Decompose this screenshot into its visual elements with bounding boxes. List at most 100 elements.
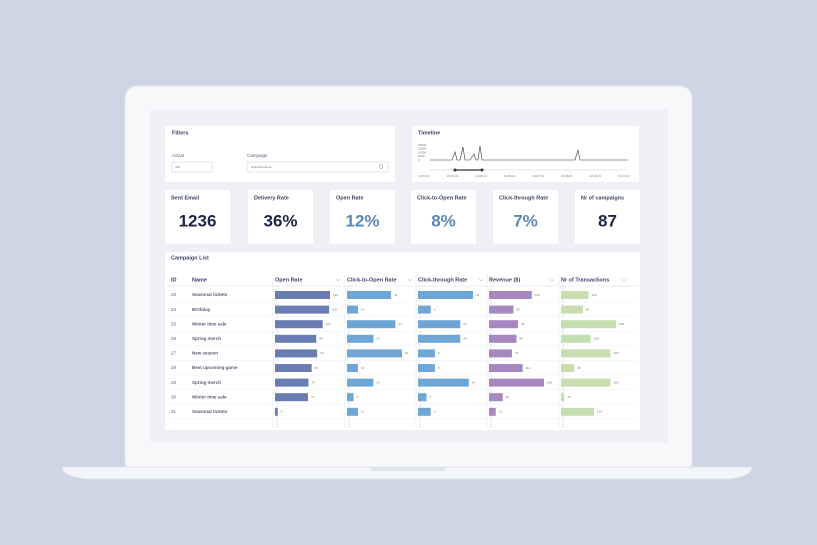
bar [489,393,503,402]
bar-label: 75 [515,351,519,355]
cell-id: 23 [171,292,177,297]
bar-label: 50 [405,351,409,355]
cell-name: Spring merch [192,380,221,385]
timeline-y-label: 15000 [418,147,427,151]
sort-icon[interactable] [407,278,413,282]
bar [347,305,358,314]
bar-label: 80 [516,307,520,311]
active-select[interactable] [171,161,213,173]
bar [275,320,323,329]
cell-id: 25 [171,321,177,326]
cell-id: 23 [171,380,177,385]
bar-label: 120 [597,410,602,414]
range-handle[interactable] [480,168,484,172]
campaign-placeholder: Highlight Name [251,165,272,169]
kpi-value: 36% [263,211,297,230]
bar-label: 80 [315,366,319,370]
kpi-card [575,190,640,244]
bar-label: 90 [319,337,323,341]
bar [489,349,512,358]
bar [347,407,358,416]
bar-label: 180 [547,380,552,384]
timeline-title: Timeline [418,130,440,136]
bar-label: 12 [567,395,571,399]
cell-name: Winter time sale [192,321,227,326]
kpi-value: 1236 [179,211,217,230]
bar-label: 8 [438,366,440,370]
bar [275,393,308,402]
column-header: Click-to-Open Rate [347,277,397,283]
filters-card [165,126,395,182]
campaign-input[interactable] [246,161,389,173]
timeline-y-label: 20000 [418,143,427,147]
timeline-x-label: 10.09.21 [590,174,602,178]
sort-icon[interactable] [549,278,555,282]
kpi-card [165,190,230,244]
bar [418,378,469,387]
kpi-label: Delivery Rate [254,195,289,201]
cell-id: 31 [171,409,177,414]
bar-label: 104 [326,322,331,326]
cell-name: Birthday [192,307,211,312]
cell-name: Winter time sale [192,394,227,399]
bar [489,334,517,343]
kpi-card [411,190,476,244]
bar [489,407,496,416]
bar-label: 180 [614,351,619,355]
timeline-x-label: 04.10.21 [618,174,630,178]
kpi-value: 87 [598,211,617,230]
bar [418,334,461,343]
range-handle[interactable] [453,168,457,172]
bar [418,407,431,416]
column-header: Click-through Rate [418,277,467,283]
bar-label: 10 [361,410,365,414]
cell-id: 30 [171,394,177,399]
bar [418,393,427,402]
bar [347,364,358,372]
bar-label: 10 [361,307,365,311]
timeline-x-label: 10.08.21 [561,174,573,178]
sort-icon[interactable] [478,278,484,282]
bar-label: 72 [311,395,315,399]
bar [561,305,583,314]
bar [489,291,532,299]
bar [561,378,611,387]
bar-label: 26 [476,293,480,297]
bar-label: 118 [332,307,337,311]
sort-icon[interactable] [621,278,627,282]
column-header: ID [171,277,177,283]
search-icon [378,164,384,169]
sort-icon[interactable] [335,278,341,282]
bar [418,349,435,358]
timeline-card [412,126,639,182]
bar [347,378,374,387]
kpi-label: Click-to-Open Rate [417,195,467,201]
bar [275,378,309,387]
timeline-x-label: 26.04.21 [447,174,459,178]
cell-id: 27 [171,351,177,356]
bar-label: 22 [499,410,503,414]
bar-label: 24 [376,337,380,341]
bar-label: 100 [592,293,597,297]
bar [561,291,589,299]
bar [561,320,616,329]
bar [489,320,519,329]
kpi-label: Open Rate [336,195,364,201]
bar-label: 108 [594,337,599,341]
cell-name: Best upcoming game [192,365,238,370]
bar [561,364,575,372]
laptop-notch [370,467,446,471]
bar-label: 4 [429,395,431,399]
kpi-label: Nr of campaigns [581,195,624,201]
bar-label: 24 [376,380,380,384]
bar [347,393,354,402]
campaign-label: Campaign [247,153,268,158]
bar-label: 20 [463,322,467,326]
timeline-x-label: 10.05.21 [475,174,487,178]
bar [418,320,461,329]
bar [561,334,591,343]
bar-label: 73 [311,380,315,384]
bar-label: 6 [434,410,436,414]
